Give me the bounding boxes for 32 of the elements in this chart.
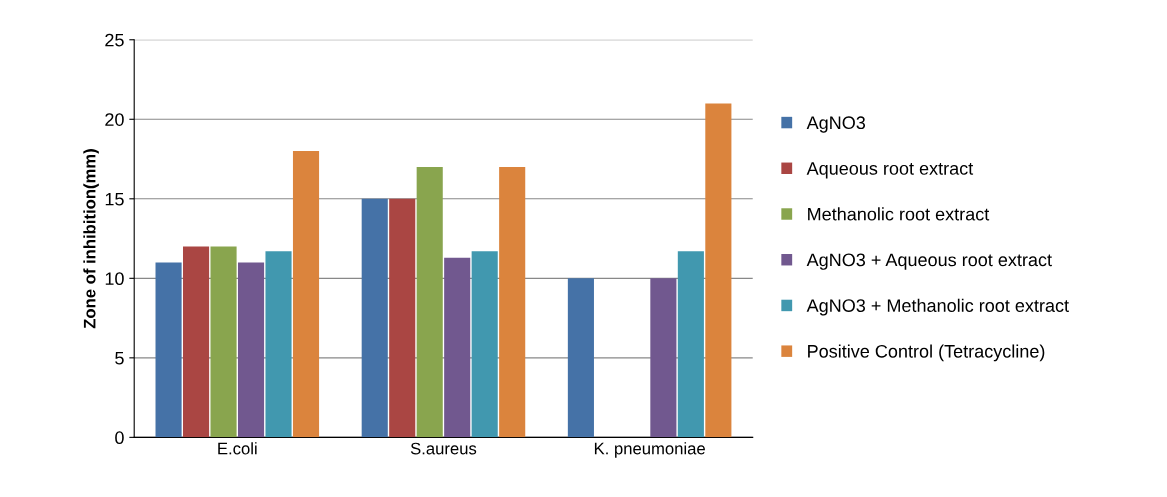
bar [292,151,320,438]
bar [567,278,594,438]
bar [444,257,471,438]
bar [155,262,182,438]
bar [705,103,732,438]
x-tick-label: K. pneumoniae [594,442,705,458]
y-tick-label: 20 [105,113,124,126]
legend-label: Methanolic root extract [808,207,990,221]
y-tick-label: 0 [115,431,124,445]
bar [499,166,526,438]
bar [210,246,237,438]
legend-label: Positive Control (Tetracycline) [808,344,1045,362]
bar [237,262,265,438]
x-tick-label: E.coli [218,442,257,455]
bar [361,198,388,438]
legend-label: AgNO3 + Methanolic root extract [806,298,1069,316]
bar [265,251,292,438]
y-axis-title: Zone of inhibition(mm) [83,149,99,329]
legend-label: AgNO3 + Aqueous root extract [806,253,1052,270]
y-tick-label: 25 [105,33,124,47]
bar [677,251,704,438]
bar [389,198,416,438]
bar [471,251,498,438]
bar [650,278,677,438]
x-tick-label: S.aureus [410,442,477,455]
y-tick-label: 10 [105,272,124,286]
bar [183,246,210,438]
legend-label: Aqueous root extract [806,162,974,179]
y-tick-label: 5 [115,351,124,365]
bar [416,166,443,438]
y-tick-label: 15 [105,192,124,206]
legend-label: AgNO3 [806,116,866,133]
